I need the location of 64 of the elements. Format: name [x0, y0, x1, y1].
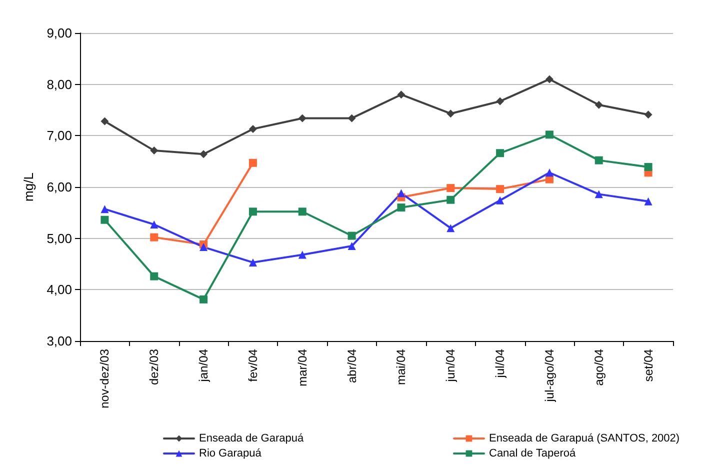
point: [348, 232, 356, 240]
legend-label: Canal de Taperoá: [489, 448, 577, 460]
x-tick-label: jul/04: [493, 348, 508, 379]
x-tick-label: set/04: [641, 348, 656, 382]
point: [496, 185, 504, 194]
point: [100, 117, 109, 126]
point: [298, 208, 306, 216]
y-tick-label: 6,00: [46, 180, 72, 194]
point: [446, 196, 455, 204]
point: [644, 162, 652, 171]
legend-label: Rio Garapuá: [199, 448, 262, 460]
point: [644, 197, 652, 206]
point: [248, 158, 257, 167]
point: [200, 150, 208, 158]
point: [496, 196, 504, 204]
point: [397, 189, 406, 198]
y-tick-label: 7,00: [46, 128, 72, 144]
point: [150, 146, 158, 155]
legend-label: Enseada de Garapuá (SANTOS, 2002): [489, 432, 680, 444]
x-tick-label: fev/04: [246, 348, 260, 382]
point: [446, 224, 455, 232]
y-tick-label: 4,00: [46, 282, 72, 298]
y-axis-title: mg/L: [21, 172, 36, 202]
point: [150, 220, 158, 228]
x-tick-label: mar/04: [295, 348, 310, 386]
point: [348, 242, 356, 250]
x-tick-label: jun/04: [444, 348, 458, 383]
x-tick-label: mai/04: [394, 348, 408, 386]
point: [200, 243, 208, 252]
point: [594, 190, 603, 198]
point: [446, 110, 455, 118]
point: [644, 110, 652, 119]
x-tick-label: jan/04: [196, 348, 211, 383]
point: [397, 90, 406, 99]
point: [298, 114, 306, 122]
point: [150, 233, 158, 242]
point: [594, 156, 603, 164]
point: [298, 250, 306, 259]
point: [150, 272, 158, 280]
x-tick-label: dez/03: [147, 348, 162, 386]
y-tick-label: 5,00: [46, 230, 72, 246]
x-tick-label: ago/04: [592, 348, 606, 386]
x-tick-label: nov-dez/03: [98, 348, 112, 408]
x-tick-label: jul-ago/04: [542, 348, 556, 403]
point: [100, 205, 109, 214]
point: [397, 204, 406, 212]
point: [100, 216, 109, 224]
point: [446, 184, 455, 192]
y-tick-label: 9,00: [46, 26, 72, 40]
point: [248, 258, 257, 266]
point: [545, 130, 554, 139]
point: [200, 295, 208, 304]
point: [594, 100, 603, 109]
y-tick-label: 3,00: [46, 334, 72, 348]
point: [545, 168, 554, 177]
point: [496, 97, 504, 106]
point: [248, 124, 257, 133]
y-tick-label: 8,00: [46, 76, 72, 92]
x-tick-label: abr/04: [344, 348, 359, 384]
point: [248, 208, 257, 216]
point: [545, 75, 554, 84]
point: [496, 149, 504, 158]
point: [348, 114, 356, 122]
legend-label: Enseada de Garapuá: [199, 432, 304, 444]
